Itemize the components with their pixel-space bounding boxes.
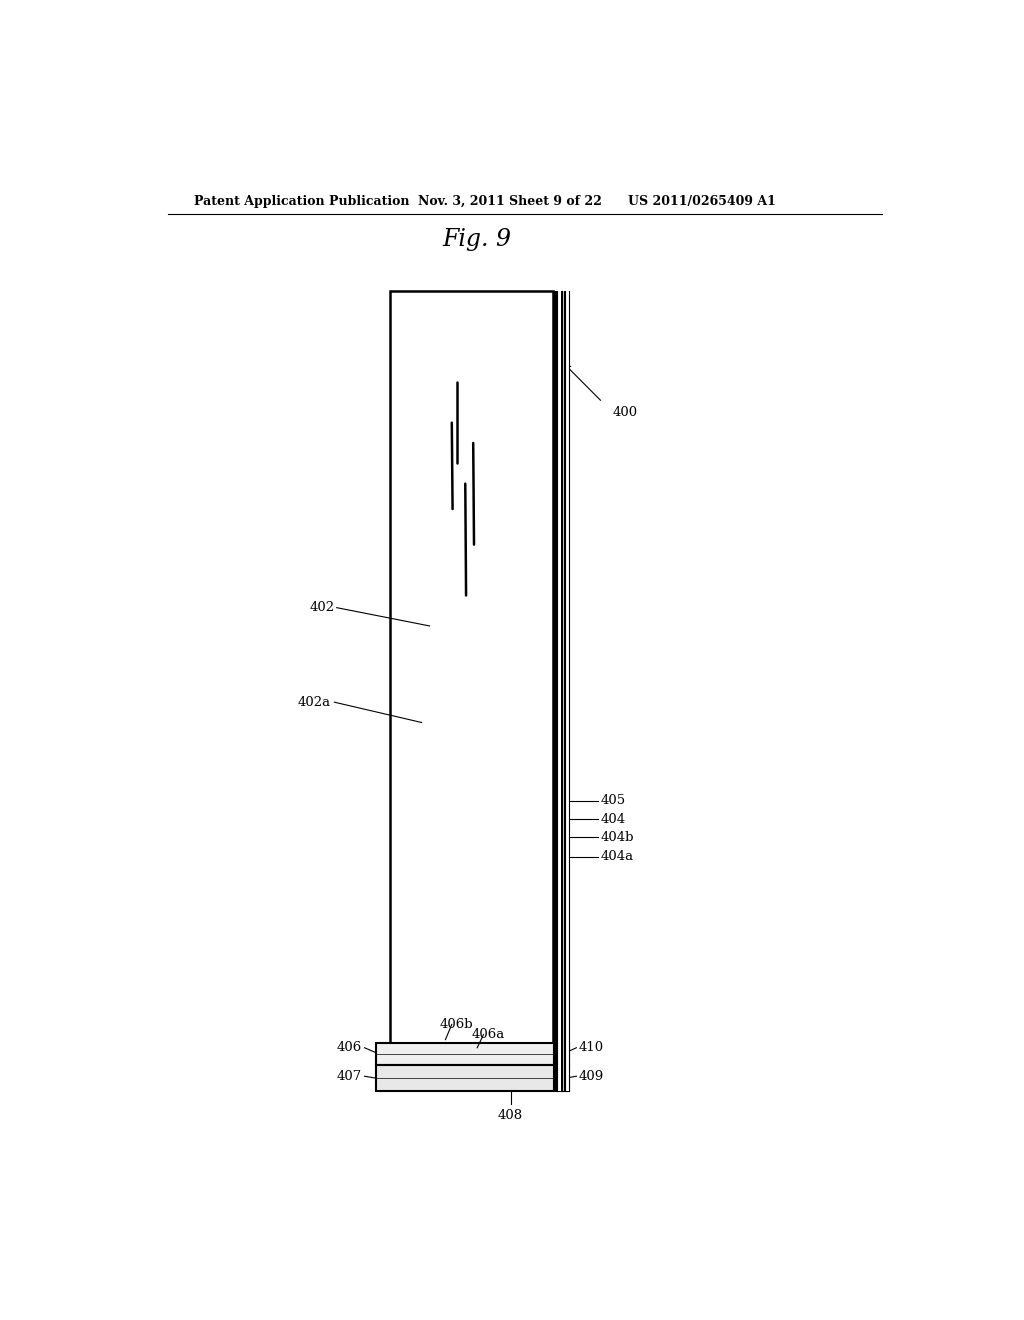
Bar: [566, 1043, 569, 1092]
Text: US 2011/0265409 A1: US 2011/0265409 A1: [628, 194, 776, 207]
Text: 402: 402: [309, 601, 334, 614]
Text: 400: 400: [612, 407, 637, 418]
Text: 405: 405: [600, 795, 626, 808]
Bar: [557, 1043, 561, 1092]
Bar: [566, 290, 569, 1043]
Text: 406a: 406a: [472, 1028, 505, 1041]
Text: 408: 408: [498, 1109, 523, 1122]
Bar: [557, 290, 561, 1043]
Text: 402a: 402a: [297, 696, 331, 709]
Text: 404: 404: [600, 813, 626, 825]
Text: 404a: 404a: [600, 850, 633, 863]
Bar: [563, 1043, 564, 1092]
Text: 406b: 406b: [440, 1018, 473, 1031]
Text: Sheet 9 of 22: Sheet 9 of 22: [509, 194, 602, 207]
Text: 407: 407: [337, 1069, 362, 1082]
Text: 409: 409: [579, 1069, 604, 1082]
Text: Fig. 9: Fig. 9: [442, 228, 512, 251]
Text: 404b: 404b: [600, 830, 634, 843]
Bar: [563, 290, 564, 1043]
Text: 410: 410: [579, 1041, 604, 1055]
Text: 406: 406: [337, 1041, 362, 1055]
Bar: [553, 290, 569, 1043]
Bar: [377, 1065, 569, 1092]
Text: Nov. 3, 2011: Nov. 3, 2011: [418, 194, 505, 207]
Bar: [377, 1043, 569, 1065]
Text: Patent Application Publication: Patent Application Publication: [194, 194, 410, 207]
Bar: [553, 1043, 569, 1092]
Bar: [390, 290, 553, 1043]
